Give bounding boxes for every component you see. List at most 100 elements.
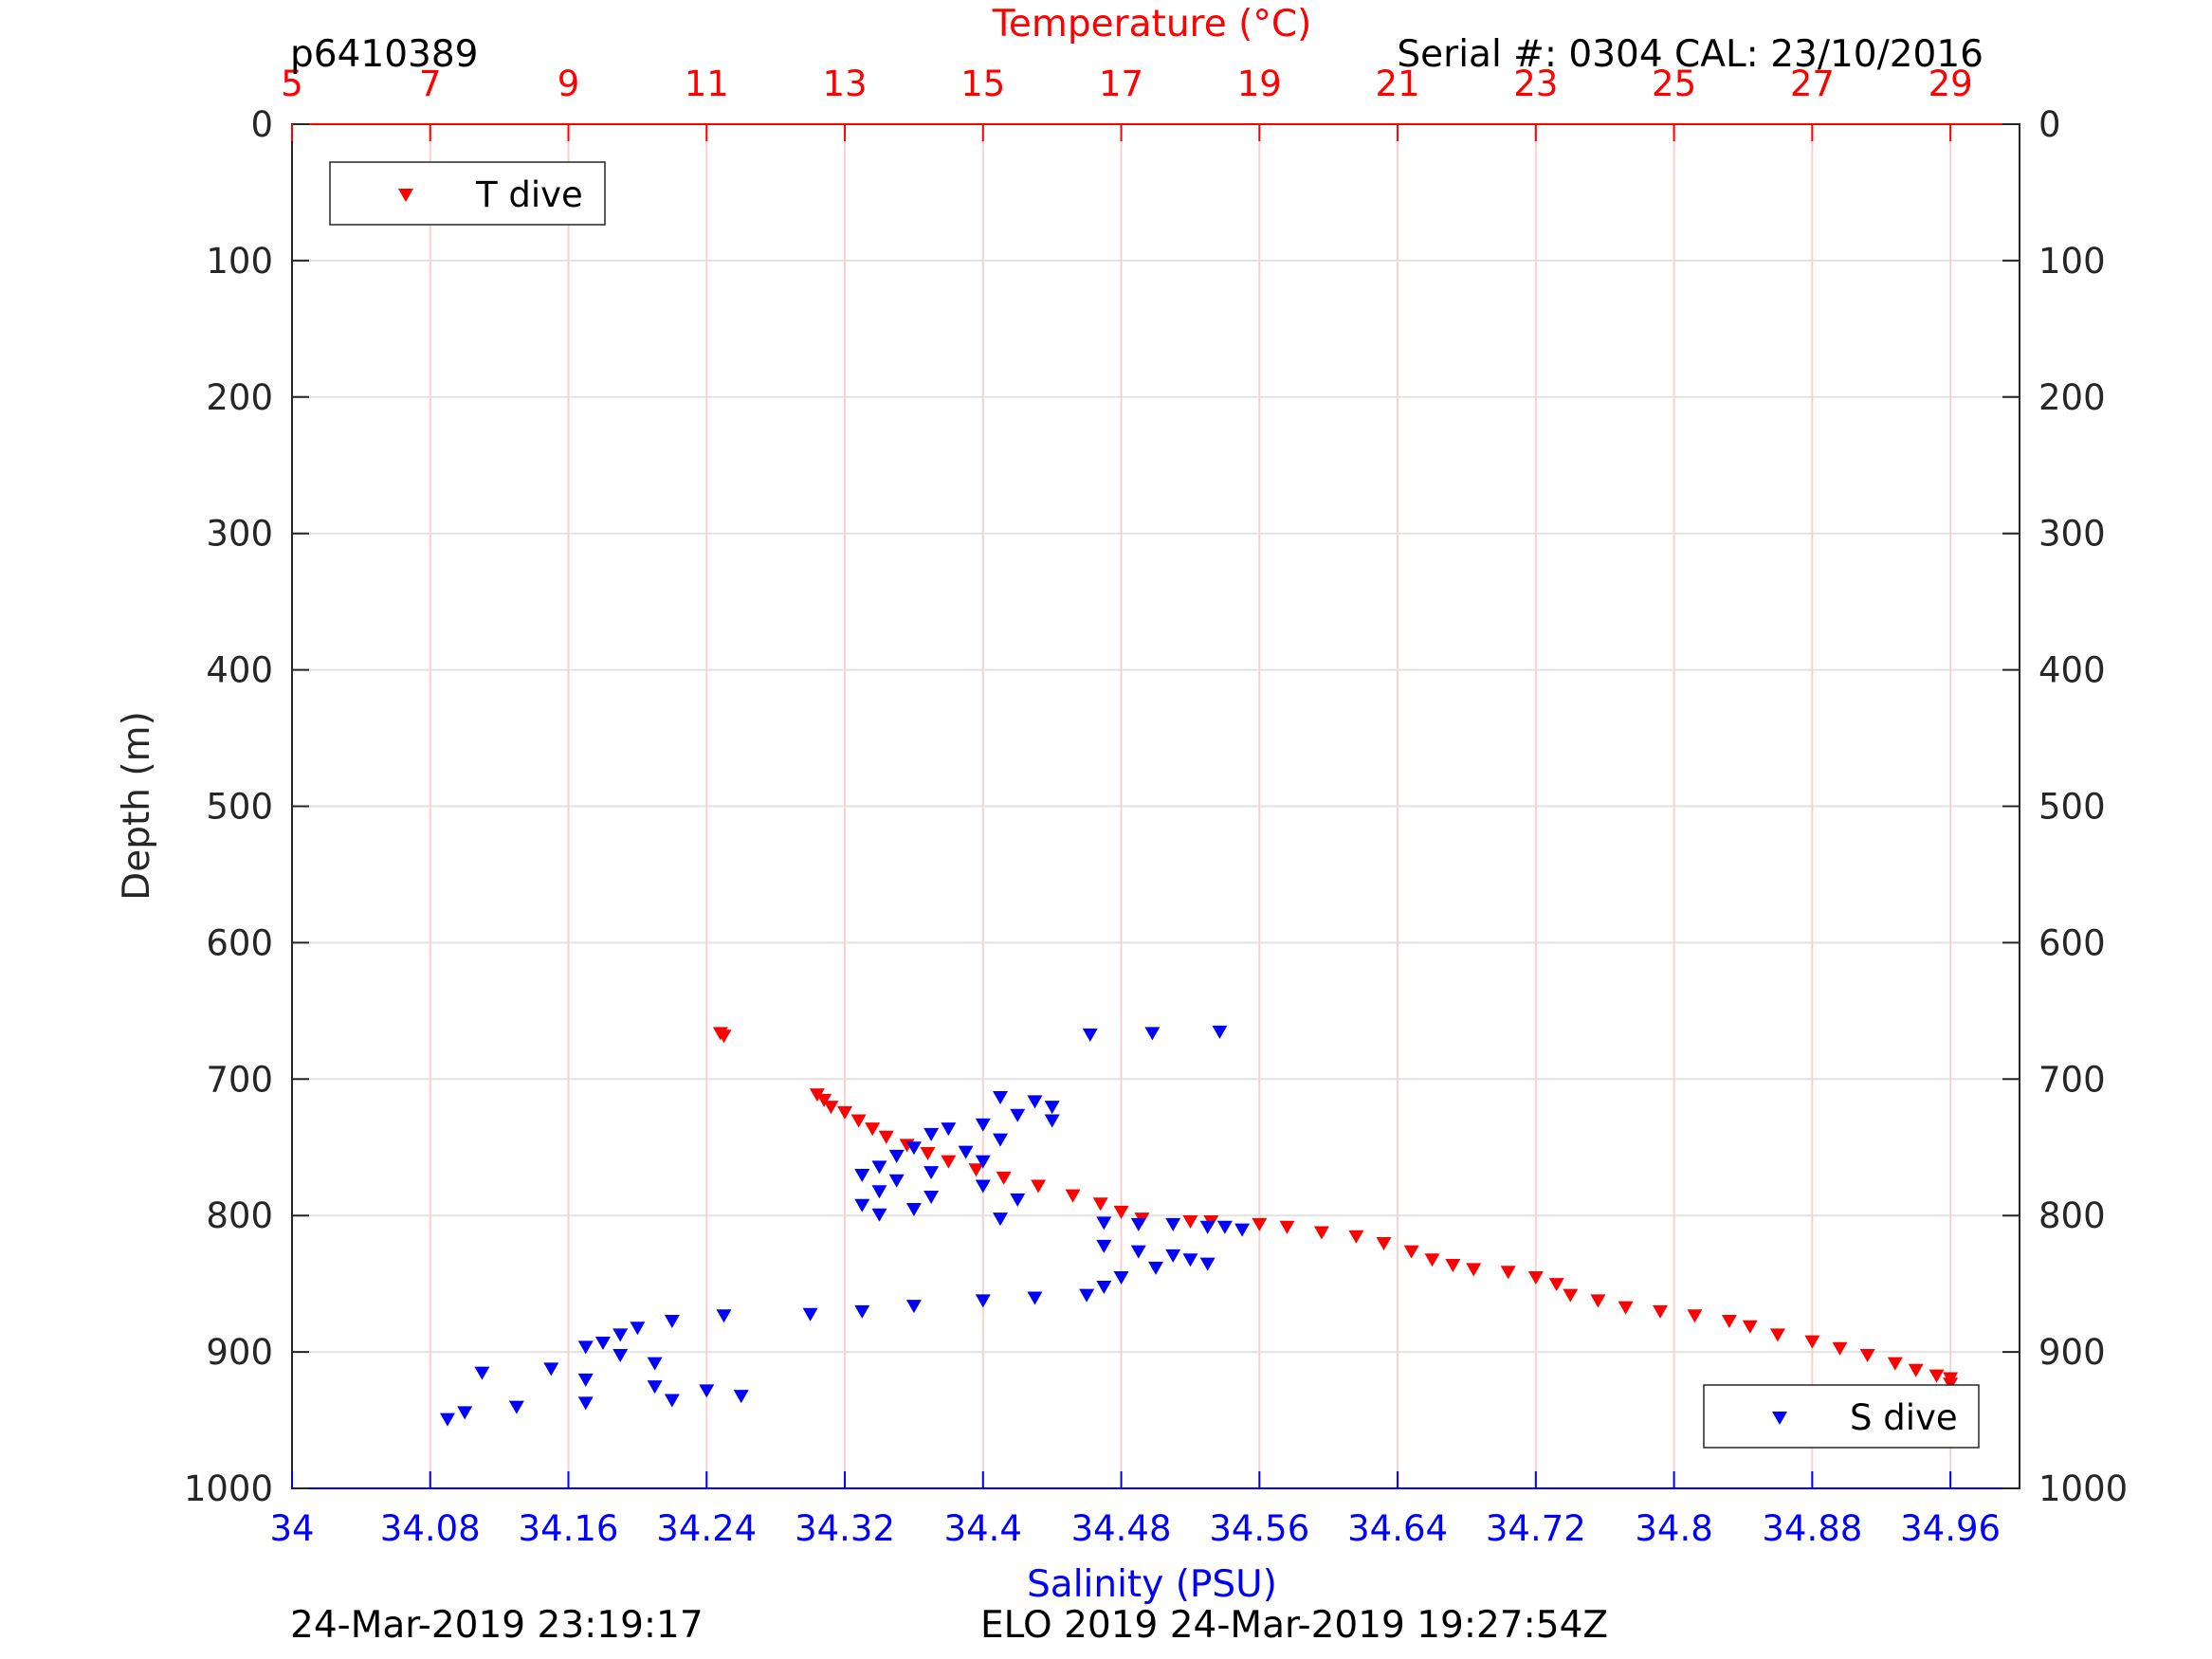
legend-t-dive-label: T dive bbox=[475, 174, 583, 215]
s-dive-point bbox=[975, 1294, 991, 1308]
series-layer bbox=[439, 1025, 1976, 1427]
depth-tick-label-left: 100 bbox=[206, 241, 273, 282]
s-dive-point bbox=[975, 1155, 991, 1169]
depth-tick-label-left: 600 bbox=[206, 922, 273, 963]
t-dive-point bbox=[1348, 1230, 1364, 1244]
s-dive-point bbox=[1079, 1288, 1095, 1303]
temperature-tick-label: 25 bbox=[1652, 64, 1696, 104]
salinity-tick-label: 34.96 bbox=[1900, 1508, 2001, 1549]
depth-tick-label-left: 300 bbox=[206, 514, 273, 555]
t-dive-point bbox=[1279, 1220, 1295, 1234]
temperature-tick-label: 27 bbox=[1790, 64, 1835, 104]
temperature-axis-title: Temperature (°C) bbox=[992, 3, 1312, 46]
temperature-tick-label: 7 bbox=[419, 64, 442, 104]
t-dive-point bbox=[1908, 1363, 1924, 1377]
salinity-tick-label: 34.48 bbox=[1071, 1508, 1172, 1549]
s-dive-point bbox=[923, 1166, 940, 1180]
s-dive-point bbox=[1182, 1253, 1198, 1267]
s-dive-point bbox=[1130, 1217, 1146, 1231]
s-dive-point bbox=[1234, 1223, 1251, 1237]
s-dive-point bbox=[958, 1145, 974, 1159]
t-dive-point bbox=[1403, 1245, 1419, 1259]
s-dive-point bbox=[647, 1357, 663, 1371]
s-dive-point bbox=[733, 1390, 749, 1404]
s-dive-point bbox=[1113, 1270, 1129, 1285]
legend-t-dive-marker bbox=[398, 189, 413, 202]
depth-tick-label-right: 800 bbox=[2038, 1195, 2106, 1236]
legend-t-dive: T dive bbox=[329, 161, 606, 226]
t-dive-point bbox=[1887, 1357, 1903, 1371]
t-dive-point bbox=[920, 1147, 936, 1161]
temperature-tick-label: 19 bbox=[1237, 64, 1282, 104]
depth-tick-label-right: 300 bbox=[2038, 514, 2106, 555]
t-dive-point bbox=[823, 1101, 839, 1115]
s-dive-point bbox=[612, 1348, 629, 1362]
t-dive-point bbox=[1653, 1304, 1669, 1319]
t-dive-point bbox=[996, 1171, 1012, 1185]
legend-s-dive-label: S dive bbox=[1850, 1397, 1958, 1438]
s-dive-point bbox=[508, 1400, 524, 1414]
salinity-tick-label: 34 bbox=[269, 1508, 314, 1549]
salinity-tick-label: 34.64 bbox=[1347, 1508, 1448, 1549]
s-dive-point bbox=[905, 1203, 922, 1217]
s-dive-point bbox=[577, 1340, 594, 1355]
temperature-tick-label: 11 bbox=[685, 64, 729, 104]
s-dive-point bbox=[923, 1127, 940, 1141]
t-dive-point bbox=[716, 1030, 732, 1044]
depth-tick-label-left: 700 bbox=[206, 1059, 273, 1100]
s-dive-point bbox=[802, 1307, 818, 1322]
depth-tick-label-right: 600 bbox=[2038, 922, 2106, 963]
salinity-tick-label: 34.08 bbox=[380, 1508, 481, 1549]
legend-s-dive: S dive bbox=[1703, 1384, 1980, 1449]
s-dive-point bbox=[1027, 1291, 1043, 1305]
s-dive-point bbox=[1096, 1281, 1112, 1295]
s-dive-point bbox=[1199, 1220, 1216, 1234]
t-dive-point bbox=[1313, 1226, 1329, 1240]
s-dive-point bbox=[888, 1149, 905, 1163]
t-dive-point bbox=[1527, 1270, 1544, 1285]
t-dive-point bbox=[1804, 1335, 1820, 1349]
s-dive-point bbox=[594, 1337, 611, 1351]
t-dive-point bbox=[968, 1163, 984, 1177]
s-dive-point bbox=[993, 1091, 1009, 1105]
t-dive-point bbox=[1687, 1309, 1703, 1323]
s-dive-point bbox=[577, 1396, 594, 1411]
t-dive-point bbox=[1252, 1217, 1268, 1231]
s-dive-point bbox=[1148, 1261, 1163, 1275]
salinity-tick-label: 34.56 bbox=[1209, 1508, 1309, 1549]
t-dive-point bbox=[1445, 1259, 1461, 1273]
footer-timestamp: 24-Mar-2019 23:19:17 bbox=[290, 1604, 704, 1647]
tick-layer: 0 0 100 100 200 200 300 300 400 400 500 500 600 600 70… bbox=[184, 64, 2128, 1549]
s-dive-point bbox=[854, 1198, 870, 1212]
s-dive-point bbox=[1130, 1245, 1146, 1259]
temperature-tick-label: 21 bbox=[1376, 64, 1420, 104]
salinity-tick-label: 34.4 bbox=[944, 1508, 1022, 1549]
depth-axis-title: Depth (m) bbox=[116, 711, 158, 901]
s-dive-point bbox=[716, 1309, 732, 1323]
depth-tick-label-left: 800 bbox=[206, 1195, 273, 1236]
t-dive-point bbox=[1943, 1377, 1959, 1392]
s-dive-point bbox=[1096, 1239, 1112, 1253]
s-dive-point bbox=[577, 1373, 594, 1387]
s-dive-point bbox=[905, 1300, 922, 1314]
t-dive-point bbox=[837, 1105, 853, 1120]
s-dive-point bbox=[993, 1212, 1009, 1227]
s-dive-point bbox=[1212, 1025, 1228, 1039]
s-dive-point bbox=[1010, 1108, 1026, 1122]
depth-tick-label-right: 200 bbox=[2038, 377, 2106, 418]
t-dive-point bbox=[1376, 1236, 1392, 1250]
salinity-tick-label: 34.72 bbox=[1486, 1508, 1586, 1549]
s-dive-point bbox=[1165, 1217, 1181, 1231]
s-dive-point bbox=[905, 1141, 922, 1156]
s-dive-point bbox=[1144, 1027, 1161, 1041]
s-dive-point bbox=[871, 1185, 887, 1199]
t-dive-point bbox=[1500, 1266, 1516, 1280]
s-dive-point bbox=[888, 1174, 905, 1188]
s-dive-point bbox=[871, 1160, 887, 1175]
s-dive-point bbox=[975, 1179, 991, 1194]
depth-tick-label-right: 1000 bbox=[2038, 1468, 2128, 1509]
depth-tick-label-left: 200 bbox=[206, 377, 273, 418]
t-dive-point bbox=[1590, 1294, 1606, 1308]
depth-tick-label-left: 900 bbox=[206, 1332, 273, 1373]
